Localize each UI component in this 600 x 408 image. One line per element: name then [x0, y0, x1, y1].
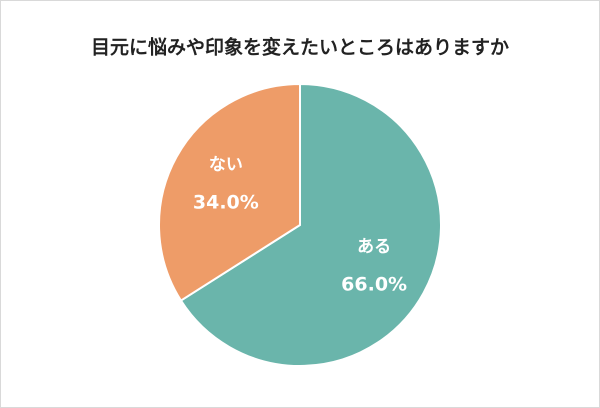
- slice-label: ない: [209, 155, 243, 175]
- value-label: 66.0%: [341, 273, 407, 295]
- pie-slice: [179, 82, 442, 367]
- slice-label: ある: [357, 237, 391, 257]
- chart-title: 目元に悩みや印象を変えたいところはありますか: [91, 36, 509, 59]
- pie-slice: [158, 82, 301, 302]
- value-label: 34.0%: [193, 192, 259, 214]
